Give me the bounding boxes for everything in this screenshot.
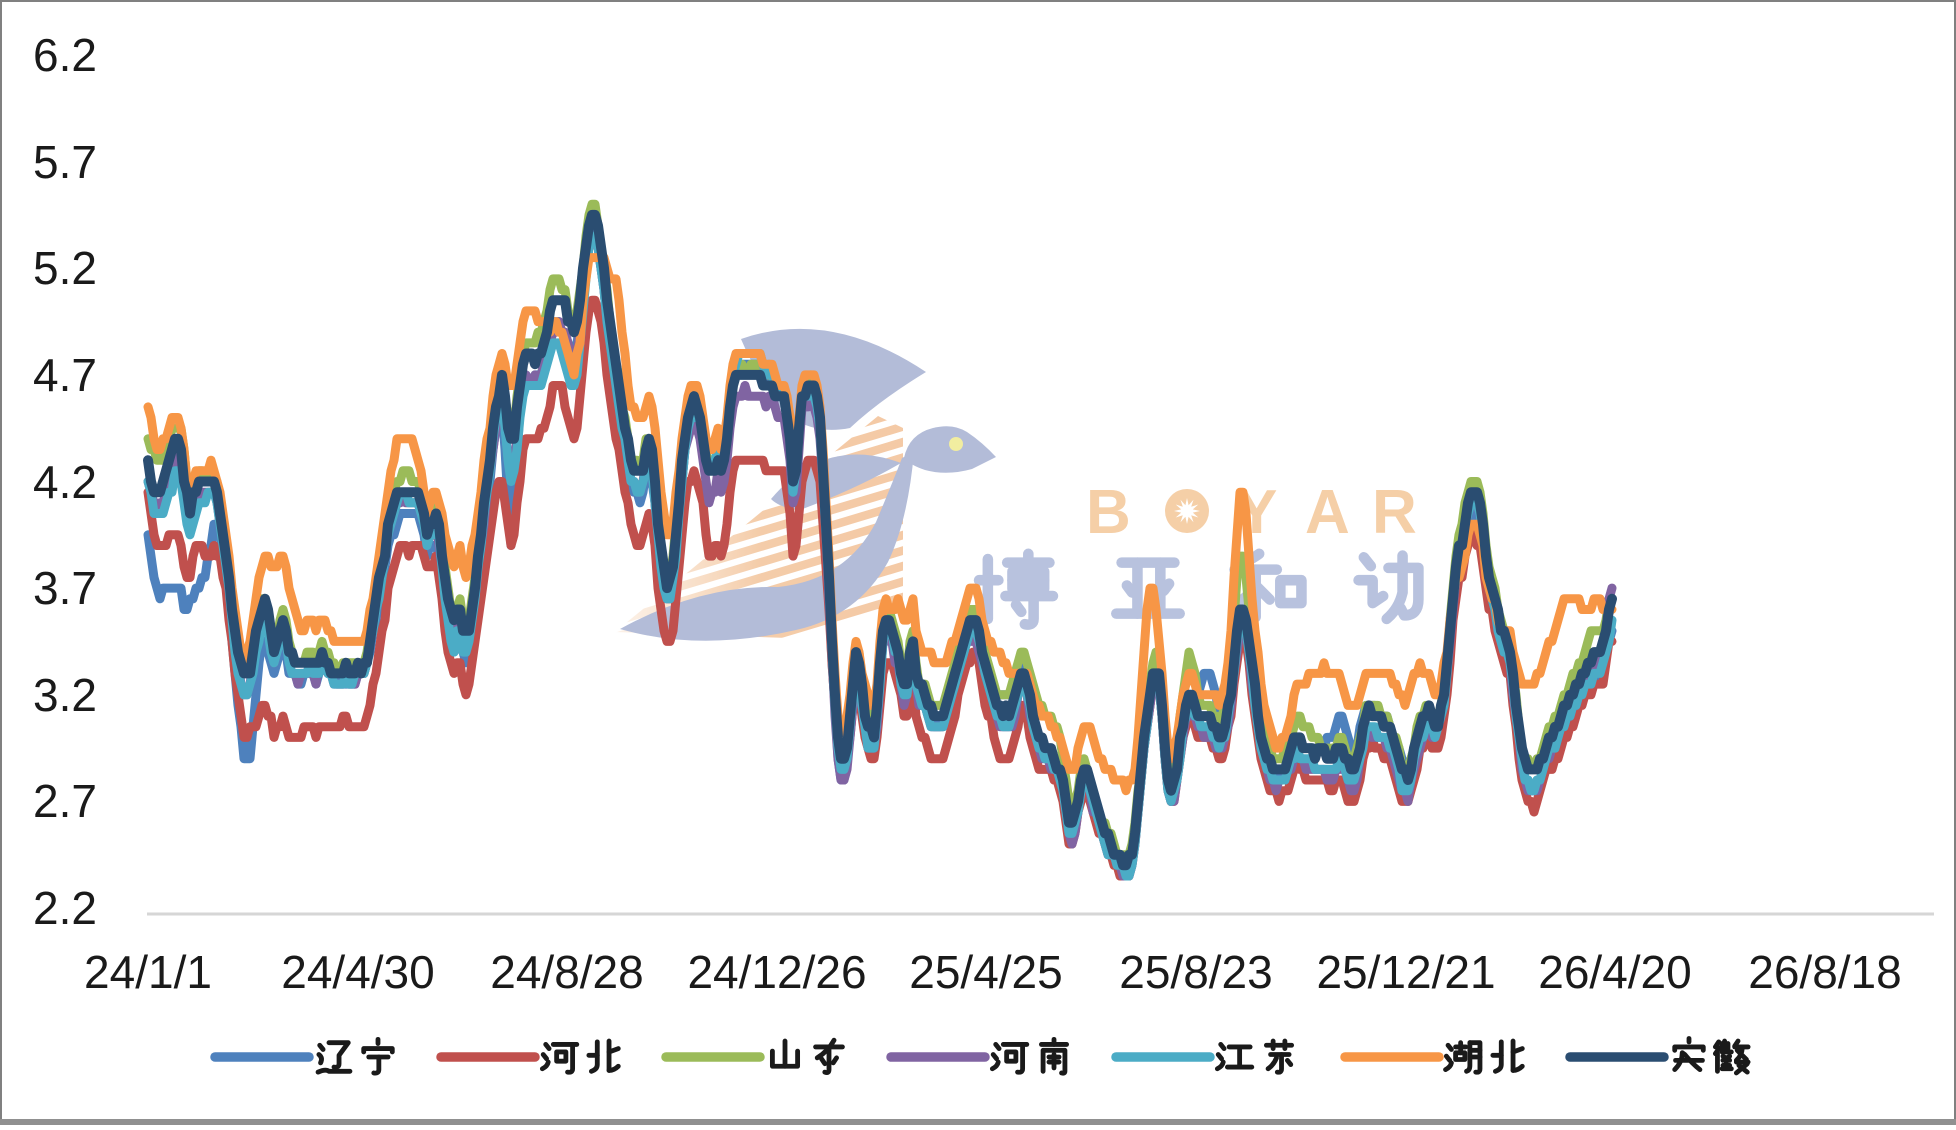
svg-text:24/1/1: 24/1/1 xyxy=(84,946,212,998)
svg-text:2.2: 2.2 xyxy=(33,882,97,934)
svg-text:26/8/18: 26/8/18 xyxy=(1748,946,1901,998)
svg-text:6.2: 6.2 xyxy=(33,29,97,81)
svg-text:5.7: 5.7 xyxy=(33,136,97,188)
svg-text:26/4/20: 26/4/20 xyxy=(1538,946,1691,998)
svg-text:25/4/25: 25/4/25 xyxy=(909,946,1062,998)
svg-text:3.2: 3.2 xyxy=(33,669,97,721)
svg-text:R: R xyxy=(1372,478,1417,547)
svg-text:24/8/28: 24/8/28 xyxy=(490,946,643,998)
svg-text:25/12/21: 25/12/21 xyxy=(1316,946,1495,998)
svg-text:B: B xyxy=(1086,478,1131,547)
svg-text:3.7: 3.7 xyxy=(33,562,97,614)
svg-text:A: A xyxy=(1305,478,1350,547)
svg-text:4.7: 4.7 xyxy=(33,349,97,401)
svg-text:5.2: 5.2 xyxy=(33,242,97,294)
svg-text:24/12/26: 24/12/26 xyxy=(687,946,866,998)
svg-text:24/4/30: 24/4/30 xyxy=(281,946,434,998)
svg-text:4.2: 4.2 xyxy=(33,456,97,508)
svg-text:2.7: 2.7 xyxy=(33,775,97,827)
svg-text:25/8/23: 25/8/23 xyxy=(1119,946,1272,998)
